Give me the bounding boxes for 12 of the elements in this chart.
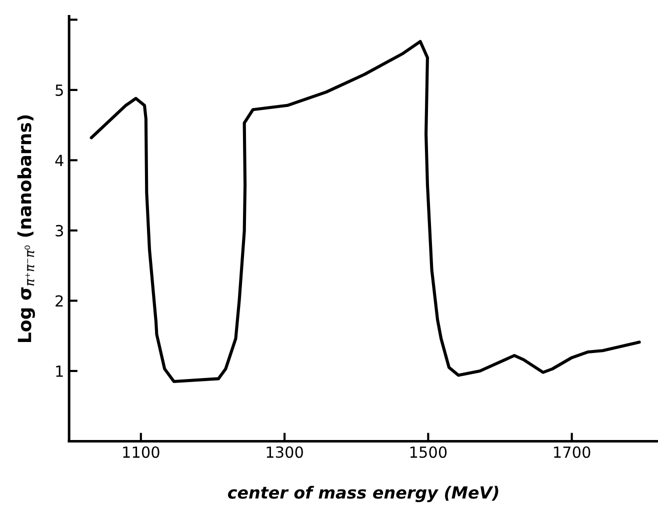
- y-tick-label: 1: [56, 366, 63, 377]
- y-tick-label: 4: [55, 154, 64, 166]
- y-tick-label: 3: [56, 224, 64, 236]
- line-series: [90, 40, 641, 384]
- y-tick-label: 2: [56, 295, 63, 307]
- x-tick-label: 1300: [266, 446, 303, 458]
- y-axis-title: Log σ$_{π⁺π⁻π⁰}$ (nanobarns): [17, 115, 35, 342]
- x-tick-label: 1500: [410, 446, 447, 458]
- x-axis-title: center of mass energy (MeV): [228, 486, 498, 502]
- y-tick-label: 5: [56, 84, 63, 96]
- x-tick-label: 1700: [554, 446, 590, 458]
- x-tick-label: 1100: [123, 446, 160, 458]
